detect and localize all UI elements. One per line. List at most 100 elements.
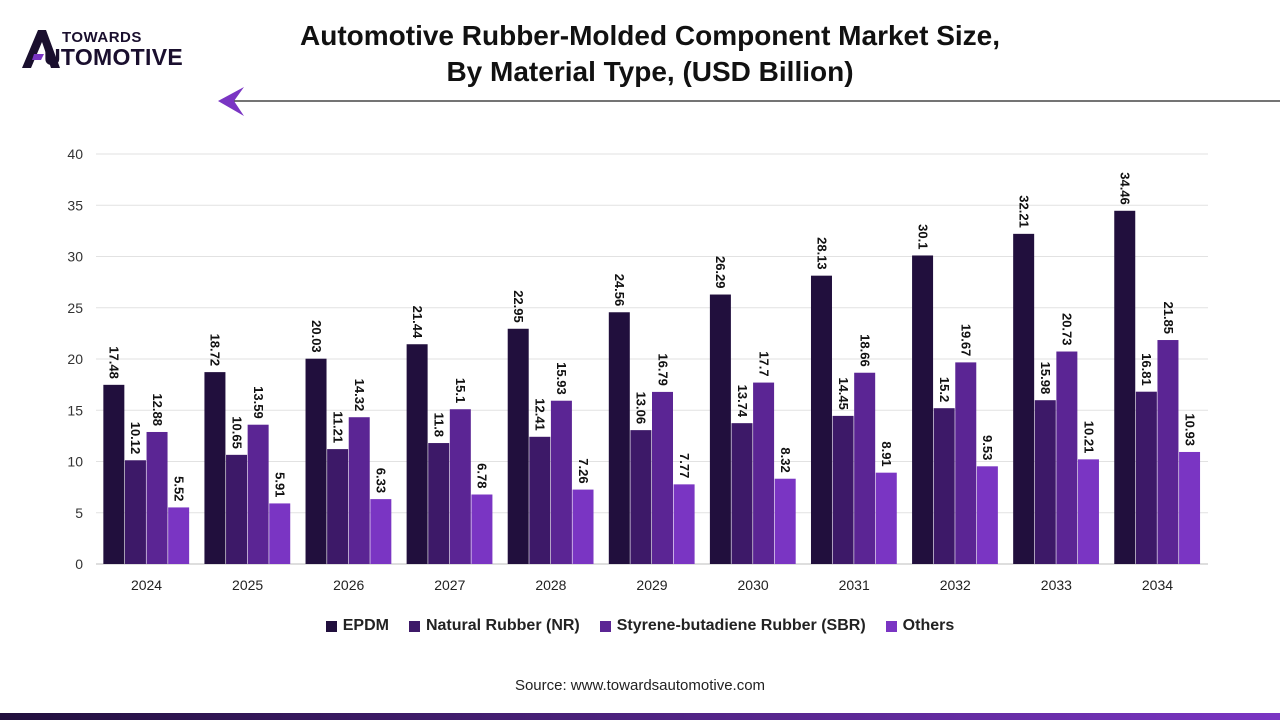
brand-logo: TOWARDS UTOMOTIVE xyxy=(20,28,230,74)
bar-sbr-2026 xyxy=(348,417,370,564)
bar-others-2026 xyxy=(370,499,392,564)
bar-epdm-2027 xyxy=(406,344,428,564)
data-label: 28.13 xyxy=(814,237,829,270)
data-label: 22.95 xyxy=(511,290,526,323)
data-label: 18.72 xyxy=(208,334,223,367)
bar-epdm-2033 xyxy=(1013,233,1035,564)
divider-arrow-icon xyxy=(218,87,244,116)
y-tick-label: 40 xyxy=(67,146,83,162)
data-label: 16.79 xyxy=(655,353,670,386)
bar-sbr-2027 xyxy=(449,409,471,564)
data-label: 11.21 xyxy=(330,411,345,443)
legend-swatch xyxy=(408,620,420,632)
bar-nr-2031 xyxy=(832,415,854,564)
chart-title: Automotive Rubber-Molded Component Marke… xyxy=(300,18,1000,90)
bar-sbr-2034 xyxy=(1157,340,1179,564)
bar-epdm-2029 xyxy=(608,312,630,564)
bar-others-2032 xyxy=(976,466,998,564)
legend-label: Natural Rubber (NR) xyxy=(425,617,580,634)
bar-epdm-2024 xyxy=(103,384,125,564)
x-tick-label: 2026 xyxy=(333,577,364,593)
legend-swatch xyxy=(325,620,337,632)
data-label: 20.03 xyxy=(309,320,324,353)
y-tick-label: 25 xyxy=(67,300,83,316)
bar-nr-2024 xyxy=(124,460,146,564)
bar-nr-2030 xyxy=(731,423,753,564)
data-label: 15.98 xyxy=(1038,362,1053,395)
x-tick-label: 2032 xyxy=(940,577,971,593)
bar-epdm-2030 xyxy=(709,294,731,564)
x-tick-label: 2024 xyxy=(131,577,162,593)
brand-name-bottom: UTOMOTIVE xyxy=(44,44,184,70)
bar-sbr-2028 xyxy=(550,400,572,564)
data-label: 11.8 xyxy=(432,412,447,437)
data-label: 10.65 xyxy=(229,416,244,449)
data-label: 17.7 xyxy=(756,351,771,376)
legend-item-epdm: EPDM xyxy=(325,617,389,635)
legend-item-others: Others xyxy=(885,617,955,635)
bar-sbr-2029 xyxy=(652,391,673,564)
bar-nr-2029 xyxy=(630,430,652,564)
y-tick-label: 10 xyxy=(67,454,83,470)
data-label: 16.81 xyxy=(1139,353,1154,386)
data-label: 18.66 xyxy=(857,334,872,367)
data-label: 24.56 xyxy=(612,274,627,307)
bar-others-2031 xyxy=(875,472,897,564)
y-tick-label: 0 xyxy=(75,556,83,572)
data-label: 12.41 xyxy=(533,398,548,431)
x-tick-label: 2028 xyxy=(535,577,566,593)
legend-label: EPDM xyxy=(342,617,389,634)
bars xyxy=(103,210,1201,564)
bar-others-2033 xyxy=(1077,459,1099,564)
data-labels: 17.48 10.12 12.88 5.52 18.72 10.65 13.59 5.91 20… xyxy=(107,172,1198,501)
data-label: 8.91 xyxy=(879,441,894,466)
bar-epdm-2028 xyxy=(507,328,529,564)
bar-others-2029 xyxy=(673,484,695,564)
bar-sbr-2033 xyxy=(1056,351,1078,564)
y-axis: 0 5 10 15 20 25 30 35 40 xyxy=(67,146,83,572)
x-tick-label: 2030 xyxy=(738,577,769,593)
legend-label: Others xyxy=(902,617,955,634)
y-tick-label: 15 xyxy=(67,402,83,418)
x-tick-label: 2025 xyxy=(232,577,263,593)
x-tick-label: 2027 xyxy=(434,577,465,593)
y-tick-label: 35 xyxy=(67,197,83,213)
data-label: 21.44 xyxy=(410,306,425,339)
data-label: 34.46 xyxy=(1118,172,1133,205)
chart-title-line1: Automotive Rubber-Molded Component Marke… xyxy=(300,20,1001,51)
bar-epdm-2031 xyxy=(810,275,832,564)
data-label: 14.45 xyxy=(836,377,851,410)
bar-sbr-2031 xyxy=(854,372,876,564)
bar-others-2028 xyxy=(572,489,594,564)
bar-nr-2032 xyxy=(933,408,955,564)
bar-epdm-2032 xyxy=(912,255,934,564)
chart-title-line2: By Material Type, (USD Billion) xyxy=(446,56,854,87)
bar-sbr-2024 xyxy=(146,431,168,564)
legend-swatch xyxy=(599,620,611,632)
bar-sbr-2030 xyxy=(753,382,775,564)
bar-nr-2034 xyxy=(1135,391,1157,564)
data-label: 13.06 xyxy=(634,392,649,425)
data-label: 5.91 xyxy=(273,472,288,497)
data-label: 10.93 xyxy=(1182,413,1197,446)
bar-others-2030 xyxy=(774,478,796,564)
data-label: 5.52 xyxy=(171,476,186,501)
bar-nr-2025 xyxy=(226,454,248,564)
brand-name-top: TOWARDS xyxy=(62,29,142,46)
bar-epdm-2026 xyxy=(305,358,327,564)
bar-nr-2026 xyxy=(327,449,349,564)
data-label: 8.32 xyxy=(778,447,793,472)
data-label: 10.12 xyxy=(128,422,143,455)
legend-label: Styrene-butadiene Rubber (SBR) xyxy=(616,617,866,634)
x-tick-label: 2034 xyxy=(1142,577,1173,593)
bar-others-2027 xyxy=(471,494,493,564)
data-label: 14.32 xyxy=(352,379,367,412)
data-label: 15.93 xyxy=(554,362,569,395)
bar-nr-2028 xyxy=(529,436,551,564)
legend-item-sbr: Styrene-butadiene Rubber (SBR) xyxy=(599,617,866,635)
y-tick-label: 20 xyxy=(67,351,83,367)
data-label: 7.77 xyxy=(677,453,692,478)
x-axis: 2024 2025 2026 2027 2028 2029 2030 2031 2032 2033… xyxy=(131,577,1173,593)
data-label: 10.21 xyxy=(1081,421,1096,454)
data-label: 6.33 xyxy=(374,468,389,493)
